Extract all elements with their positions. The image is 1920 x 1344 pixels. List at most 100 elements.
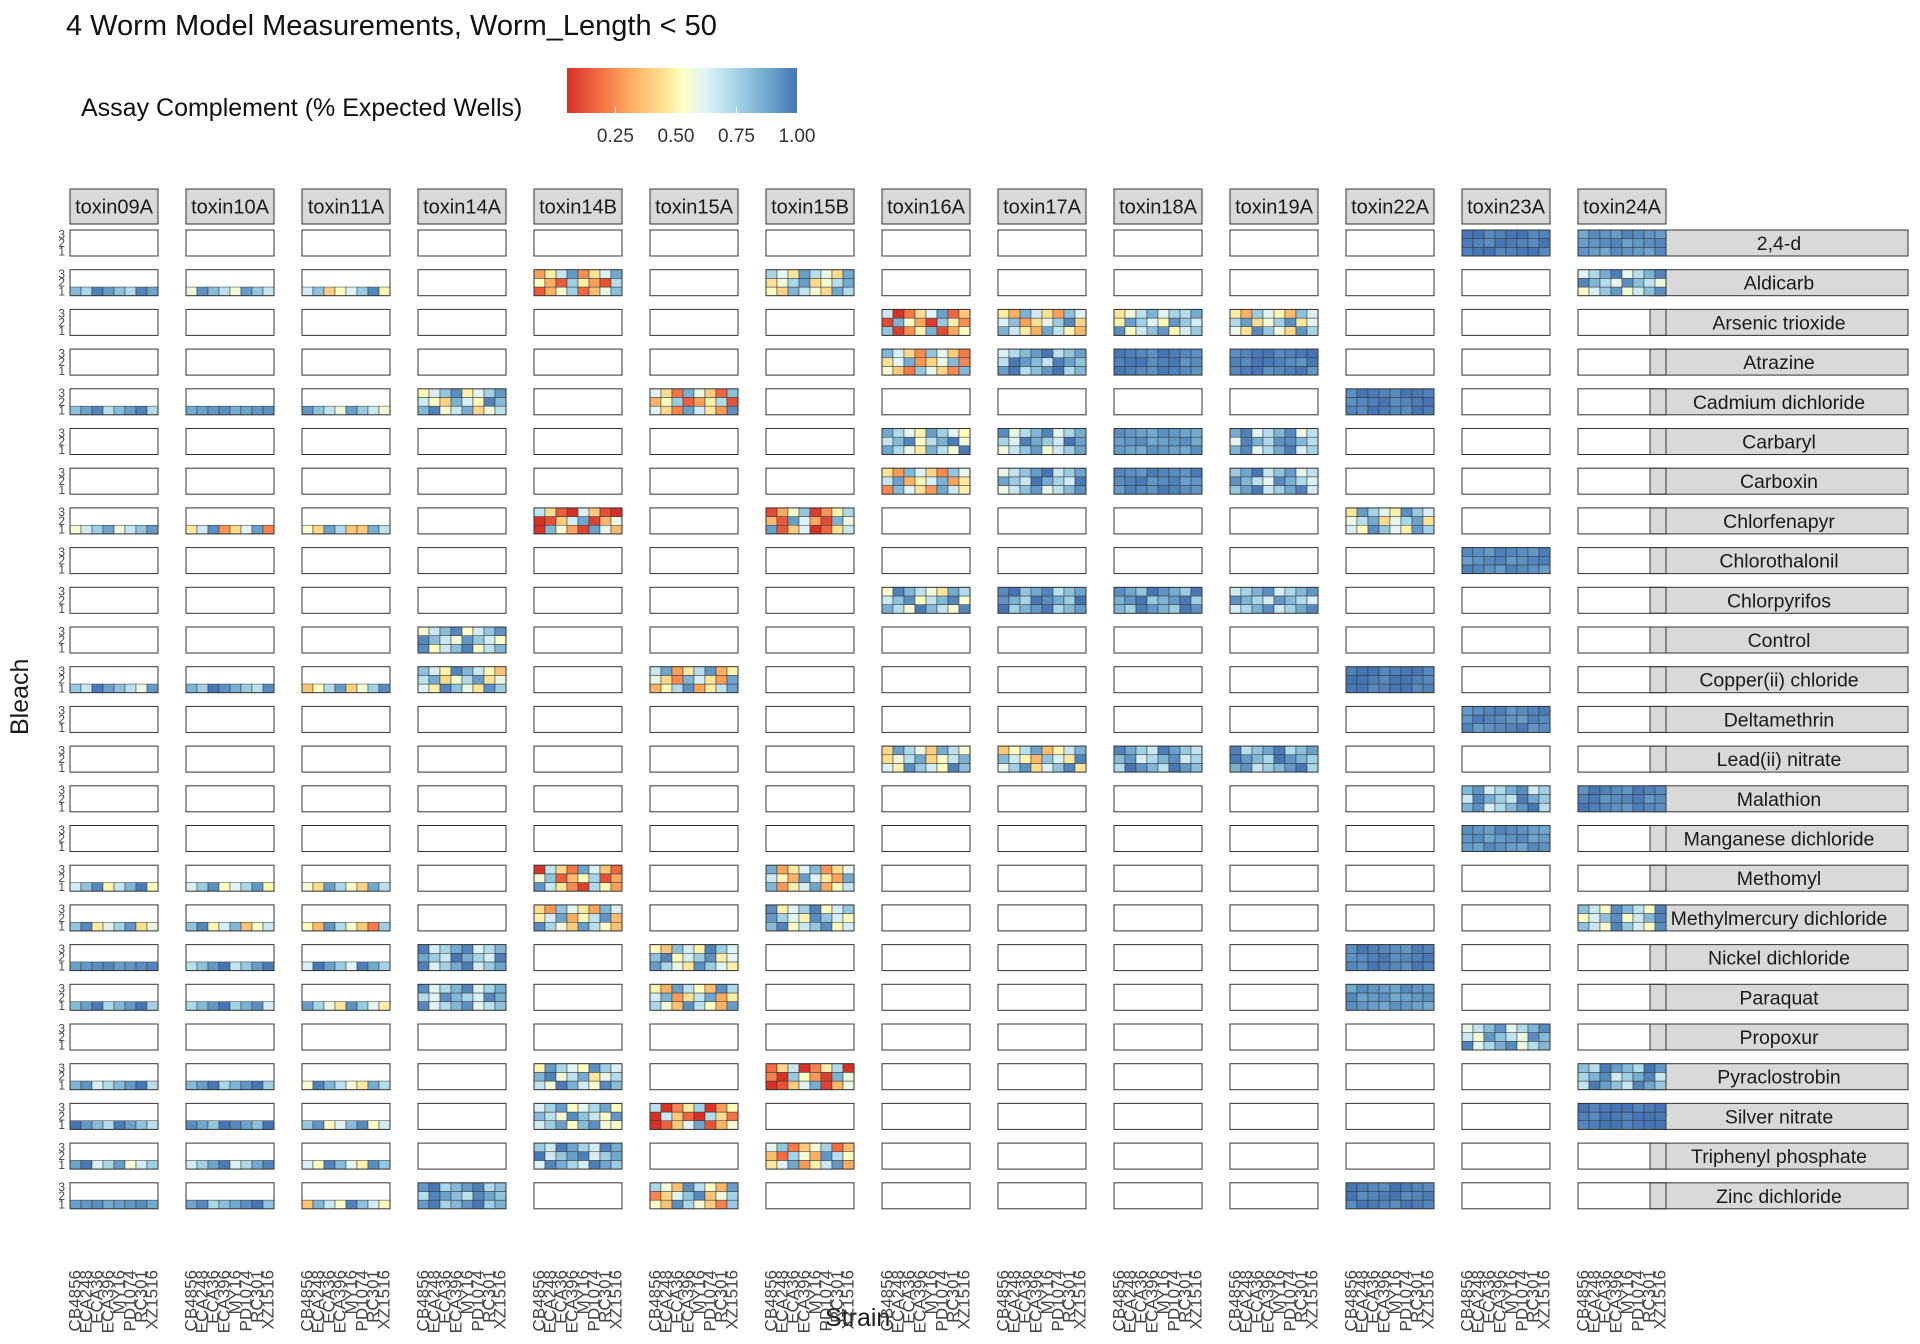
panel-border bbox=[649, 626, 739, 654]
row-strip-label: Nickel dichloride bbox=[1708, 948, 1850, 970]
heatmap-cell bbox=[1146, 317, 1159, 327]
heatmap-cell bbox=[185, 405, 198, 416]
heatmap-cell bbox=[555, 524, 568, 535]
heatmap-cell bbox=[704, 1191, 717, 1201]
heatmap-cell bbox=[649, 992, 662, 1002]
heatmap-cell bbox=[417, 405, 430, 416]
row-strip-label: Malathion bbox=[1737, 789, 1822, 811]
heatmap-cell bbox=[1008, 745, 1021, 756]
panel-border bbox=[1345, 944, 1435, 972]
heatmap-cell bbox=[1538, 556, 1551, 566]
heatmap-cell bbox=[577, 921, 590, 932]
row-strip bbox=[1649, 904, 1909, 932]
heatmap-cell bbox=[1632, 1120, 1645, 1130]
heatmap-cell bbox=[1505, 1041, 1518, 1051]
heatmap-cell bbox=[1483, 842, 1496, 852]
heatmap-cell bbox=[207, 1001, 220, 1011]
heatmap-cell bbox=[588, 286, 601, 296]
panel-border bbox=[533, 507, 623, 535]
heatmap-cell bbox=[820, 286, 833, 296]
heatmap-cell bbox=[1505, 794, 1518, 804]
heatmap-cell bbox=[809, 516, 822, 526]
heatmap-cell bbox=[494, 675, 507, 685]
heatmap-cell bbox=[91, 1080, 104, 1090]
heatmap-cell bbox=[91, 1120, 104, 1130]
heatmap-cell bbox=[1422, 944, 1435, 954]
x-tick-label: ECA396 bbox=[1259, 1270, 1278, 1333]
heatmap-cell bbox=[1074, 436, 1087, 447]
x-tick-label: RC301 bbox=[944, 1270, 963, 1323]
heatmap-cell bbox=[124, 683, 137, 693]
panel-border bbox=[1461, 1102, 1551, 1130]
heatmap-cell bbox=[671, 992, 684, 1002]
panel-border bbox=[1461, 586, 1551, 614]
column-strip bbox=[997, 188, 1087, 225]
heatmap-cell bbox=[1124, 745, 1137, 756]
heatmap-cell bbox=[1190, 357, 1203, 367]
panel-border bbox=[765, 1023, 855, 1051]
heatmap-cell bbox=[1262, 445, 1275, 455]
panel-border bbox=[417, 705, 507, 733]
heatmap-cell bbox=[262, 683, 275, 693]
panel-border bbox=[1345, 626, 1435, 654]
heatmap-cell bbox=[102, 1160, 115, 1170]
heatmap-cell bbox=[936, 317, 949, 327]
panel-border bbox=[649, 1102, 739, 1130]
heatmap-cell bbox=[1030, 428, 1043, 438]
heatmap-cell bbox=[1654, 802, 1667, 813]
heatmap-cell bbox=[1063, 428, 1076, 438]
heatmap-cell bbox=[914, 763, 927, 773]
panel-border bbox=[997, 1023, 1087, 1051]
heatmap-cell bbox=[345, 683, 358, 693]
heatmap-cell bbox=[1284, 309, 1297, 319]
heatmap-cell bbox=[881, 366, 894, 376]
heatmap-cell bbox=[1483, 556, 1496, 566]
heatmap-cell bbox=[301, 1001, 314, 1011]
heatmap-cell bbox=[1654, 921, 1667, 932]
heatmap-cell bbox=[240, 961, 253, 971]
panel-border bbox=[185, 1182, 275, 1210]
heatmap-cell bbox=[914, 745, 927, 756]
heatmap-cell bbox=[776, 904, 789, 914]
heatmap-cell bbox=[1284, 317, 1297, 327]
heatmap-cell bbox=[1577, 802, 1590, 813]
heatmap-cell bbox=[726, 666, 739, 676]
heatmap-cell bbox=[704, 405, 717, 416]
panel-border bbox=[533, 547, 623, 575]
heatmap-cell bbox=[881, 467, 894, 478]
heatmap-cell bbox=[1124, 436, 1137, 447]
panel-border bbox=[533, 785, 623, 813]
heatmap-cell bbox=[842, 278, 855, 288]
panel-border bbox=[1461, 1063, 1551, 1091]
heatmap-cell bbox=[1262, 436, 1275, 447]
row-strip bbox=[1649, 1102, 1909, 1130]
heatmap-cell bbox=[334, 683, 347, 693]
panel-border bbox=[185, 1102, 275, 1130]
heatmap-cell bbox=[240, 286, 253, 296]
heatmap-cell bbox=[1019, 348, 1032, 359]
heatmap-cell bbox=[765, 1160, 778, 1170]
heatmap-cell bbox=[671, 388, 684, 398]
heatmap-cell bbox=[1505, 785, 1518, 795]
heatmap-cell bbox=[1389, 992, 1402, 1002]
column-strip bbox=[1345, 188, 1435, 225]
heatmap-cell bbox=[135, 1160, 148, 1170]
heatmap-cell bbox=[1113, 595, 1126, 605]
heatmap-cell bbox=[610, 1111, 623, 1121]
heatmap-cell bbox=[1262, 317, 1275, 327]
legend-tick-label: 0.50 bbox=[657, 126, 695, 147]
heatmap-cell bbox=[207, 1160, 220, 1170]
heatmap-cell bbox=[1179, 445, 1192, 455]
panel-border bbox=[185, 785, 275, 813]
panel-border bbox=[1577, 269, 1667, 297]
heatmap-cell bbox=[1157, 754, 1170, 764]
heatmap-cell bbox=[1273, 348, 1286, 359]
panel-border bbox=[881, 705, 971, 733]
heatmap-cell bbox=[417, 388, 430, 398]
y-tick-label: 3 bbox=[58, 227, 65, 241]
heatmap-cell bbox=[1008, 436, 1021, 447]
x-tick-label: CB4856 bbox=[994, 1270, 1013, 1331]
heatmap-cell bbox=[1654, 785, 1667, 795]
row-strip-label: Aldicarb bbox=[1744, 273, 1815, 295]
heatmap-cell bbox=[1074, 366, 1087, 376]
